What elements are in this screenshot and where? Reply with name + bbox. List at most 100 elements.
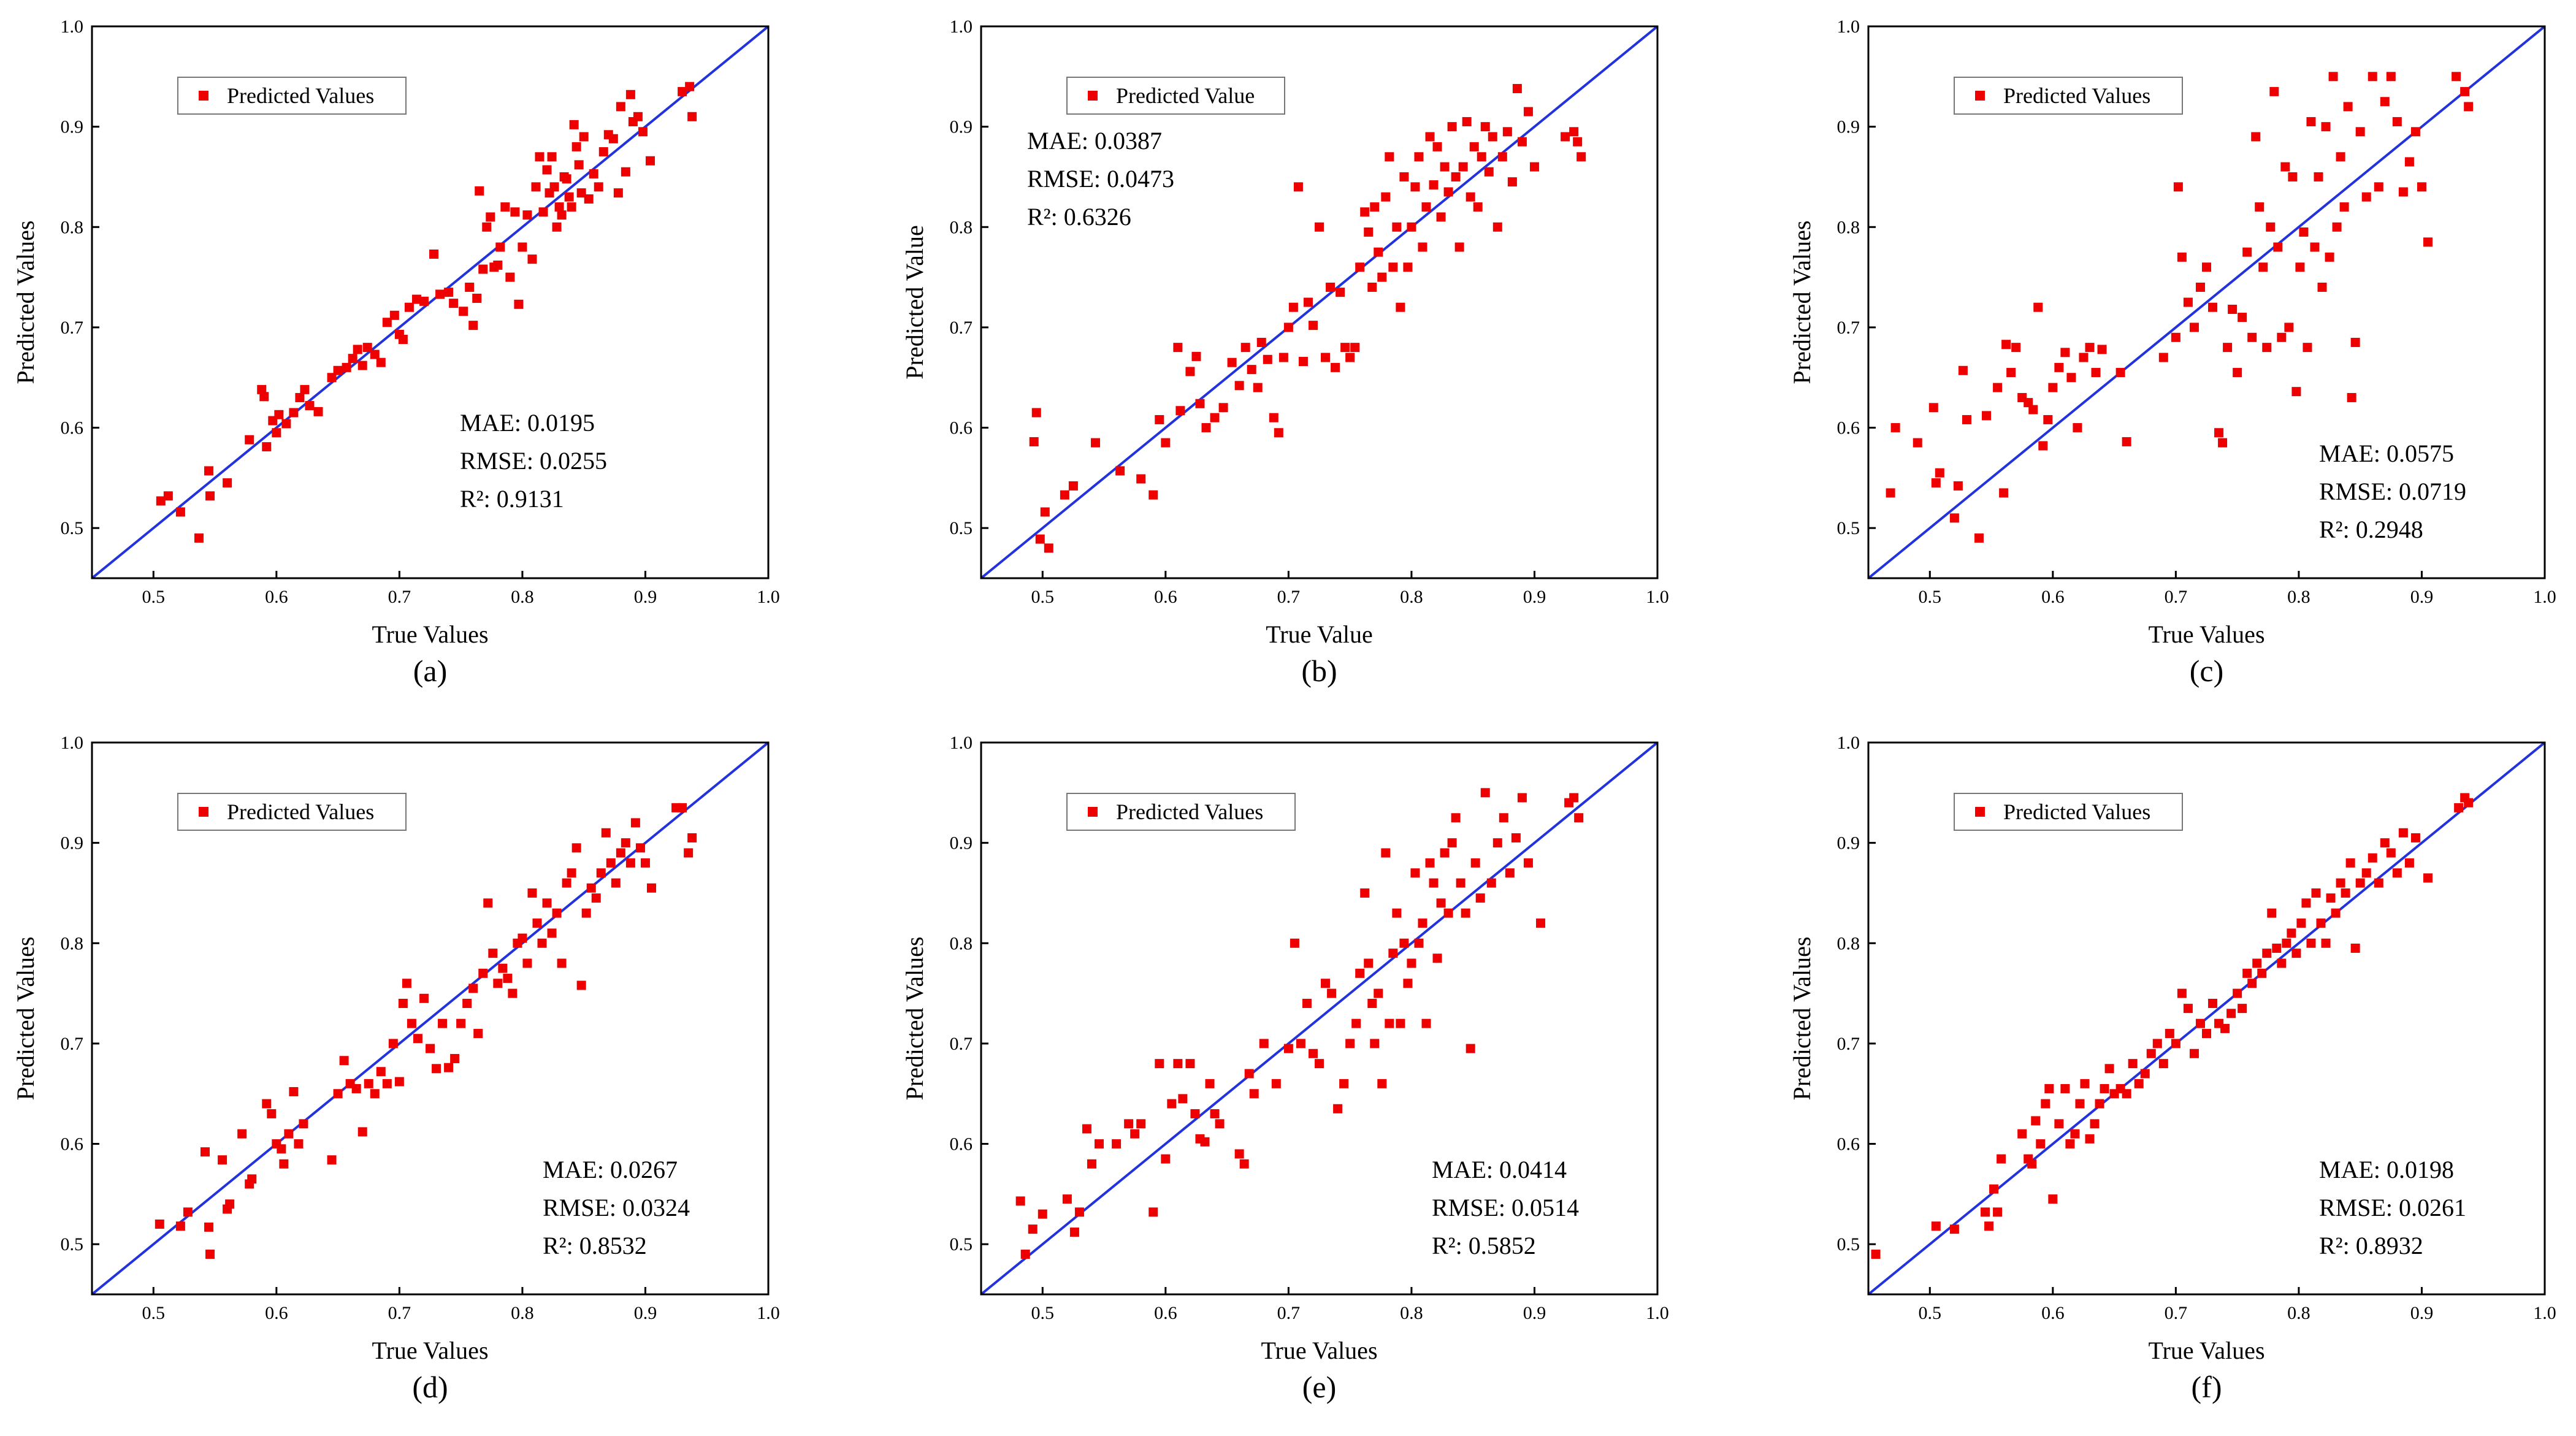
- data-point: [2464, 102, 2474, 112]
- data-point: [435, 289, 445, 299]
- data-point: [1886, 488, 1895, 498]
- data-point: [272, 428, 281, 438]
- data-point: [2066, 373, 2076, 383]
- data-point: [1962, 414, 1971, 424]
- data-point: [2296, 919, 2306, 928]
- data-point: [2404, 157, 2414, 167]
- data-point: [1410, 182, 1420, 192]
- data-point: [1035, 534, 1045, 544]
- metrics-annotation: MAE: 0.0267 RMSE: 0.0324 R²: 0.8532: [543, 1156, 690, 1259]
- x-tick-label: 0.8: [2287, 1303, 2310, 1323]
- data-point: [2075, 1099, 2085, 1109]
- y-tick-label: 0.7: [61, 1034, 84, 1054]
- data-point: [1195, 399, 1205, 408]
- x-tick-label: 0.5: [1031, 587, 1055, 607]
- data-point: [2060, 1084, 2070, 1094]
- data-point: [1399, 172, 1409, 181]
- data-point: [483, 898, 493, 908]
- data-point: [1414, 152, 1424, 162]
- data-point: [429, 249, 439, 259]
- reference-line: [1868, 743, 2545, 1294]
- data-point: [1436, 212, 1446, 222]
- data-point: [2146, 1048, 2156, 1058]
- data-point: [2345, 858, 2355, 868]
- data-point: [438, 1018, 448, 1028]
- data-point: [621, 167, 630, 177]
- data-point: [2054, 1119, 2064, 1129]
- plot-frame: [91, 741, 770, 1296]
- data-point: [1038, 1209, 1047, 1219]
- data-point: [1290, 938, 1299, 948]
- y-axis-label: Predicted Values: [12, 937, 39, 1101]
- data-point: [223, 478, 232, 488]
- reference-line: [981, 26, 1657, 578]
- data-point: [1981, 1207, 1990, 1217]
- data-point: [2195, 1018, 2205, 1028]
- data-point: [2361, 868, 2371, 878]
- y-tick-label: 0.7: [950, 318, 973, 338]
- panel-label: (c): [2190, 654, 2224, 688]
- data-point: [1507, 177, 1517, 187]
- data-point: [584, 194, 594, 204]
- data-point: [1432, 953, 1442, 963]
- legend-box: [177, 77, 407, 115]
- data-point: [2001, 340, 2011, 349]
- data-point: [1469, 142, 1479, 151]
- y-tick-label: 0.5: [61, 1234, 84, 1255]
- data-point: [2374, 878, 2383, 888]
- data-point: [518, 933, 527, 943]
- data-point: [2060, 348, 2070, 357]
- data-point: [2311, 888, 2321, 898]
- y-tick-label: 0.8: [950, 217, 973, 237]
- data-point: [1429, 878, 1439, 888]
- reference-line: [981, 743, 1657, 1294]
- data-point: [333, 365, 343, 375]
- y-axis-label: Predicted Values: [1788, 937, 1816, 1101]
- plot-frame: [1867, 25, 2546, 579]
- data-point: [2326, 893, 2336, 903]
- y-tick-label: 0.8: [1837, 933, 1860, 953]
- data-point: [1407, 222, 1416, 232]
- data-point: [333, 1089, 343, 1099]
- data-point: [2223, 343, 2233, 353]
- x-tick-label: 1.0: [1646, 587, 1669, 607]
- data-point: [478, 968, 488, 978]
- data-point: [1350, 343, 1360, 353]
- data-point: [1477, 152, 1486, 162]
- x-tick-label: 0.9: [634, 587, 657, 607]
- data-point: [1298, 357, 1308, 367]
- data-point: [394, 1077, 404, 1087]
- data-point: [1377, 1079, 1387, 1088]
- data-point: [2065, 1139, 2075, 1149]
- data-point: [2258, 262, 2268, 272]
- data-point: [299, 1119, 308, 1129]
- data-point: [2380, 838, 2390, 848]
- y-tick-label: 0.6: [1837, 1134, 1860, 1155]
- data-point: [1512, 83, 1522, 93]
- data-point: [2218, 438, 2228, 448]
- data-point: [2361, 192, 2371, 202]
- data-point: [2038, 441, 2048, 451]
- data-point: [348, 354, 357, 364]
- metrics-annotation: MAE: 0.0575 RMSE: 0.0719 R²: 0.2948: [2319, 440, 2466, 543]
- data-point: [1414, 938, 1424, 948]
- data-point: [1370, 1039, 1380, 1048]
- data-point: [1303, 297, 1313, 307]
- data-point: [1200, 1137, 1210, 1147]
- data-point: [432, 1064, 441, 1074]
- data-point: [2226, 1009, 2236, 1018]
- data-point: [638, 127, 648, 137]
- data-point: [357, 361, 367, 370]
- data-point: [1488, 132, 1497, 142]
- data-point: [257, 384, 267, 394]
- data-point: [1205, 1079, 1215, 1088]
- data-point: [1466, 1044, 1475, 1053]
- data-point: [2464, 798, 2474, 808]
- data-point: [1949, 513, 1959, 523]
- data-point: [1112, 1139, 1122, 1149]
- data-point: [2423, 237, 2433, 247]
- data-point: [1473, 202, 1483, 212]
- x-tick-label: 0.7: [2165, 1303, 2188, 1323]
- data-point: [1982, 411, 1992, 421]
